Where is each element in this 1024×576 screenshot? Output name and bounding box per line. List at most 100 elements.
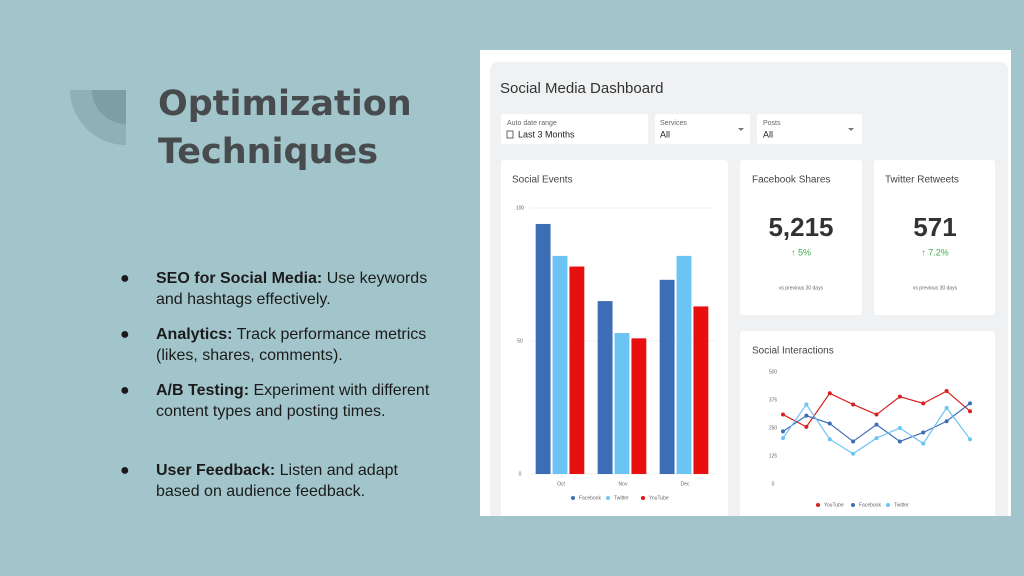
point <box>874 412 879 417</box>
legend-label: YouTube <box>824 502 844 508</box>
bar <box>631 338 647 474</box>
bullet: ● SEO for Social Media: Use keywords and … <box>120 270 428 308</box>
bullet-label: SEO for Social Media: <box>156 270 323 287</box>
filter[interactable] <box>501 114 648 144</box>
filter-value: Last 3 Months <box>518 129 575 139</box>
point <box>944 389 949 394</box>
card-title: Social Events <box>512 175 573 186</box>
legend-label: Facebook <box>859 502 881 508</box>
bar <box>569 266 585 474</box>
bullet-text: Experiment with different content types … <box>156 382 430 420</box>
point <box>944 405 949 410</box>
slide-bg-strip <box>480 516 1024 576</box>
point <box>968 437 972 442</box>
point <box>804 413 809 418</box>
y-tick-label: 500 <box>769 369 778 375</box>
point <box>921 441 926 446</box>
bar <box>597 301 613 474</box>
point <box>897 394 902 399</box>
filter-label: Services <box>660 120 687 127</box>
point <box>897 439 902 444</box>
kpi-change: ↑ 5% <box>791 247 811 257</box>
bullet-text: Use keywords and hashtags effectively. <box>156 270 428 308</box>
filter-label: Posts <box>763 120 781 127</box>
dropdown-arrow <box>848 128 854 131</box>
bullet-label: A/B Testing: <box>156 382 250 399</box>
kpi-change: ↑ 7.2% <box>921 247 949 257</box>
point <box>827 437 832 442</box>
point <box>874 422 879 427</box>
legend-swatch <box>641 496 645 500</box>
y-tick-label: 0 <box>519 471 522 477</box>
card-title: Social Interactions <box>752 346 834 357</box>
filter-value: All <box>763 129 773 139</box>
bullet: ● A/B Testing: Experiment with different … <box>120 382 430 420</box>
slide-title: Optimization Techniques <box>158 84 412 172</box>
bar <box>659 279 675 474</box>
bullet: ● Analytics: Track performance metrics (l… <box>120 326 427 364</box>
filter[interactable] <box>757 114 862 144</box>
point <box>851 451 856 456</box>
bullet-text: Track performance metrics (likes, shares… <box>156 326 427 364</box>
point <box>827 391 832 396</box>
y-tick-label: 0 <box>772 481 775 487</box>
kpi-value: 5,215 <box>768 212 833 242</box>
point <box>804 402 809 407</box>
filter-label: Auto date range <box>507 120 557 127</box>
point <box>827 421 832 426</box>
legend-swatch <box>571 496 575 500</box>
bullet-label: Analytics: <box>156 326 233 343</box>
corner-shape-inner <box>92 90 126 124</box>
y-tick-label: 100 <box>516 205 525 211</box>
legend-swatch <box>886 503 890 507</box>
y-tick-label: 50 <box>517 338 523 344</box>
filter-value: All <box>660 129 670 139</box>
point <box>851 402 856 407</box>
bar <box>614 333 630 474</box>
kpi-note: vs previous 30 days <box>913 285 958 291</box>
point <box>897 426 902 430</box>
point <box>804 424 809 429</box>
bullet-label: User Feedback: <box>156 462 276 479</box>
legend-swatch <box>851 503 855 507</box>
dashboard-title: Social Media Dashboard <box>500 80 663 97</box>
x-tick-label: Nov <box>619 481 628 487</box>
bullet: ● User Feedback: Listen and adapt based o… <box>120 462 398 500</box>
card <box>874 160 995 315</box>
bullet-text: Listen and adapt based on audience feedb… <box>156 462 398 500</box>
point <box>944 419 949 424</box>
card-title: Twitter Retweets <box>885 175 959 186</box>
dropdown-arrow <box>738 128 744 131</box>
point <box>851 439 856 444</box>
kpi-note: vs previous 30 days <box>779 285 824 291</box>
y-tick-label: 375 <box>769 397 778 403</box>
filter[interactable] <box>655 114 750 144</box>
point <box>921 401 926 406</box>
legend-label: Facebook <box>579 495 601 501</box>
legend-swatch <box>816 503 820 507</box>
point <box>968 401 972 406</box>
bar <box>693 306 709 474</box>
x-tick-label: Oct <box>557 481 565 487</box>
legend-label: Twitter <box>894 502 909 508</box>
x-tick-label: Dec <box>681 481 690 487</box>
kpi-value: 571 <box>913 212 956 242</box>
point <box>781 429 785 434</box>
legend-label: YouTube <box>649 495 669 501</box>
bar <box>535 223 551 474</box>
point <box>874 436 879 441</box>
legend-swatch <box>606 496 610 500</box>
point <box>781 436 785 441</box>
bar <box>552 255 568 474</box>
point <box>968 409 972 414</box>
bar <box>676 255 692 474</box>
card-title: Facebook Shares <box>752 175 830 186</box>
y-tick-label: 125 <box>769 453 778 459</box>
calendar-icon <box>506 130 514 139</box>
y-tick-label: 250 <box>769 425 778 431</box>
legend-label: Twitter <box>614 495 629 501</box>
point <box>781 412 785 417</box>
